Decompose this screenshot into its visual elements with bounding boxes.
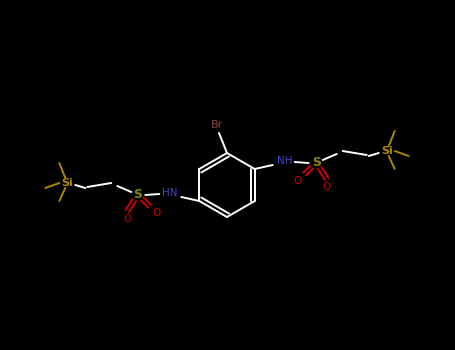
- Text: S: S: [312, 156, 321, 169]
- Text: NH: NH: [277, 156, 293, 166]
- Text: Si: Si: [381, 146, 393, 156]
- Text: S: S: [133, 189, 142, 202]
- Text: O: O: [123, 214, 131, 224]
- Text: Si: Si: [61, 178, 73, 188]
- Text: HN: HN: [162, 188, 177, 198]
- Text: O: O: [293, 176, 302, 186]
- Text: O: O: [152, 208, 161, 218]
- Text: Br: Br: [211, 120, 223, 130]
- Text: O: O: [323, 182, 331, 192]
